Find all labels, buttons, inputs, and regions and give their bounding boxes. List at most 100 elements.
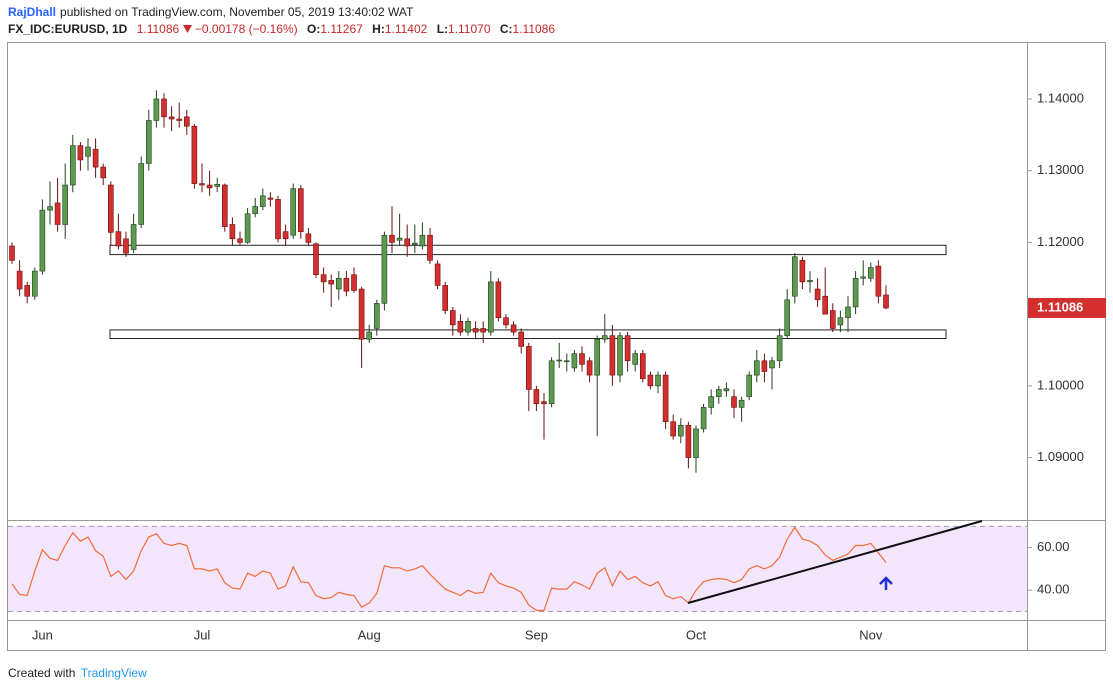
- candle-body: [161, 98, 167, 118]
- candle-body: [503, 317, 509, 326]
- candle-body: [16, 270, 23, 290]
- chart-frame: [7, 42, 1106, 651]
- candle-body: [62, 184, 69, 225]
- candle-body: [845, 306, 851, 319]
- candle-body: [586, 360, 593, 376]
- change: −0.00178 (−0.16%): [194, 22, 298, 36]
- candle-body: [533, 389, 540, 405]
- symbol: FX_IDC:EURUSD, 1D: [8, 22, 128, 36]
- candle-body: [381, 234, 388, 304]
- candle-body: [776, 335, 783, 362]
- candle-body: [487, 281, 494, 333]
- candle-body: [343, 277, 350, 292]
- y-tick-label: 60.00: [1037, 539, 1070, 554]
- candle-body: [366, 331, 373, 340]
- candle-body: [822, 295, 829, 315]
- publish-line: RajDhall published on TradingView.com, No…: [8, 5, 413, 19]
- candle-body: [814, 288, 821, 301]
- candle-body: [715, 389, 722, 397]
- candle-body: [525, 346, 532, 390]
- candle-body: [130, 224, 137, 250]
- last-price-box: [1028, 297, 1106, 318]
- candle-body: [138, 163, 144, 225]
- candle-body: [784, 299, 791, 336]
- y-tick-label: 1.13000: [1037, 162, 1084, 177]
- chart: 1.09000 1.10000 1.12000 1.13000 1.14000 Jun Ju…: [7, 42, 1106, 651]
- candle-body: [434, 263, 441, 286]
- candle-body: [70, 145, 76, 186]
- candle-body: [769, 360, 775, 369]
- candle-body: [860, 276, 867, 279]
- candle-body: [579, 353, 585, 365]
- candle-body: [693, 428, 699, 458]
- candle-body: [411, 242, 418, 245]
- candle-body: [373, 303, 380, 329]
- candle-body: [176, 118, 182, 121]
- candle-body: [275, 199, 281, 240]
- candle-body: [655, 374, 661, 387]
- candle-body: [731, 396, 737, 408]
- candle-body: [115, 231, 122, 247]
- candle-body: [244, 213, 251, 243]
- candle-body: [427, 234, 433, 261]
- candle-body: [396, 237, 403, 241]
- candle-body: [123, 238, 129, 254]
- candle-body: [419, 234, 426, 247]
- candle-body: [282, 231, 289, 240]
- candle-body: [305, 233, 312, 243]
- candle-body: [47, 206, 53, 211]
- down-arrow: [182, 25, 192, 33]
- candle-body: [153, 98, 160, 121]
- candle-body: [617, 335, 623, 376]
- candle-body: [541, 401, 547, 405]
- candle-body: [472, 328, 479, 333]
- candle-body: [753, 360, 760, 376]
- y-tick-label: 1.14000: [1037, 90, 1084, 105]
- candle-body: [708, 396, 715, 408]
- candle-body: [290, 188, 297, 236]
- candle-body: [184, 116, 190, 127]
- level-zone: [109, 329, 947, 340]
- candle-body: [480, 328, 487, 333]
- candle-body: [601, 335, 608, 340]
- candle-body: [685, 425, 692, 458]
- level-zone: [109, 244, 947, 256]
- author[interactable]: RajDhall: [8, 5, 57, 19]
- y-tick-label: 1.10000: [1037, 377, 1084, 392]
- candle-body: [700, 407, 707, 430]
- candle-body: [548, 360, 555, 405]
- brand[interactable]: TradingView: [80, 666, 147, 680]
- candle-body: [404, 238, 411, 247]
- candle-body: [199, 183, 205, 186]
- candle-body: [259, 195, 266, 207]
- candle-body: [358, 288, 365, 340]
- y-tick-label: 40.00: [1037, 582, 1070, 597]
- candle-body: [206, 184, 213, 189]
- candle-body: [510, 324, 517, 333]
- last-price-label: 1.11086: [1037, 299, 1083, 314]
- candle-body: [108, 184, 114, 233]
- x-tick-label: Jul: [194, 627, 211, 642]
- h-value: 1.11402: [384, 22, 428, 36]
- candle-body: [267, 197, 274, 200]
- candle-body: [313, 243, 319, 275]
- candle-body: [465, 321, 471, 333]
- candle-body: [624, 335, 631, 362]
- candle-body: [297, 188, 304, 232]
- candle-body: [31, 270, 38, 297]
- o-label: O:: [306, 22, 321, 36]
- candle-body: [723, 388, 730, 392]
- candle-body: [335, 277, 342, 290]
- rsi-trendline: [687, 520, 983, 604]
- candle-body: [146, 120, 152, 164]
- candle-body: [252, 206, 258, 215]
- candle-body: [746, 374, 753, 397]
- plot-layer: 1.09000 1.10000 1.12000 1.13000 1.14000 Jun Ju…: [8, 90, 1106, 642]
- candle-body: [214, 184, 220, 187]
- candle-body: [320, 274, 327, 283]
- candle-body: [449, 310, 456, 326]
- candle-body: [829, 310, 836, 329]
- candle-body: [85, 146, 91, 157]
- candle-body: [518, 331, 525, 347]
- candle-body: [632, 353, 639, 365]
